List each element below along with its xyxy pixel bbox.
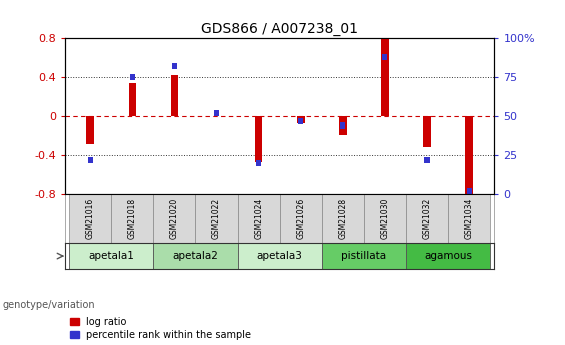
- Bar: [340, 122, 345, 129]
- Bar: [237, 243, 322, 269]
- Bar: [406, 243, 490, 269]
- Bar: [69, 243, 153, 269]
- Bar: [153, 243, 237, 269]
- Text: GSM21034: GSM21034: [464, 198, 473, 239]
- Text: GSM21032: GSM21032: [423, 198, 432, 239]
- Text: agamous: agamous: [424, 251, 472, 261]
- Text: genotype/variation: genotype/variation: [3, 300, 95, 310]
- Bar: [256, 160, 261, 166]
- Bar: [406, 194, 448, 243]
- Bar: [111, 194, 153, 243]
- Text: GSM21024: GSM21024: [254, 198, 263, 239]
- Text: GSM21016: GSM21016: [86, 198, 95, 239]
- Bar: [130, 74, 135, 80]
- Bar: [255, 116, 262, 162]
- Bar: [237, 194, 280, 243]
- Bar: [153, 194, 195, 243]
- Bar: [195, 194, 237, 243]
- Bar: [322, 194, 364, 243]
- Bar: [364, 194, 406, 243]
- Bar: [322, 243, 406, 269]
- Bar: [86, 116, 94, 144]
- Text: apetala2: apetala2: [172, 251, 219, 261]
- Text: GSM21030: GSM21030: [380, 198, 389, 239]
- Bar: [171, 75, 178, 116]
- Bar: [129, 83, 136, 116]
- Bar: [88, 157, 93, 163]
- Bar: [448, 194, 490, 243]
- Bar: [298, 118, 303, 124]
- Text: GSM21022: GSM21022: [212, 198, 221, 239]
- Bar: [381, 38, 389, 116]
- Title: GDS866 / A007238_01: GDS866 / A007238_01: [201, 21, 358, 36]
- Text: apetala3: apetala3: [257, 251, 303, 261]
- Bar: [172, 63, 177, 69]
- Text: GSM21026: GSM21026: [296, 198, 305, 239]
- Bar: [424, 157, 429, 163]
- Text: GSM21028: GSM21028: [338, 198, 347, 239]
- Bar: [383, 53, 388, 60]
- Bar: [69, 194, 111, 243]
- Bar: [297, 116, 305, 123]
- Text: GSM21018: GSM21018: [128, 198, 137, 239]
- Bar: [467, 188, 472, 194]
- Text: pistillata: pistillata: [341, 251, 386, 261]
- Bar: [214, 110, 219, 116]
- Bar: [339, 116, 346, 135]
- Text: GSM21020: GSM21020: [170, 198, 179, 239]
- Bar: [466, 116, 473, 196]
- Text: apetala1: apetala1: [88, 251, 134, 261]
- Legend: log ratio, percentile rank within the sample: log ratio, percentile rank within the sa…: [70, 317, 251, 340]
- Bar: [423, 116, 431, 147]
- Bar: [280, 194, 322, 243]
